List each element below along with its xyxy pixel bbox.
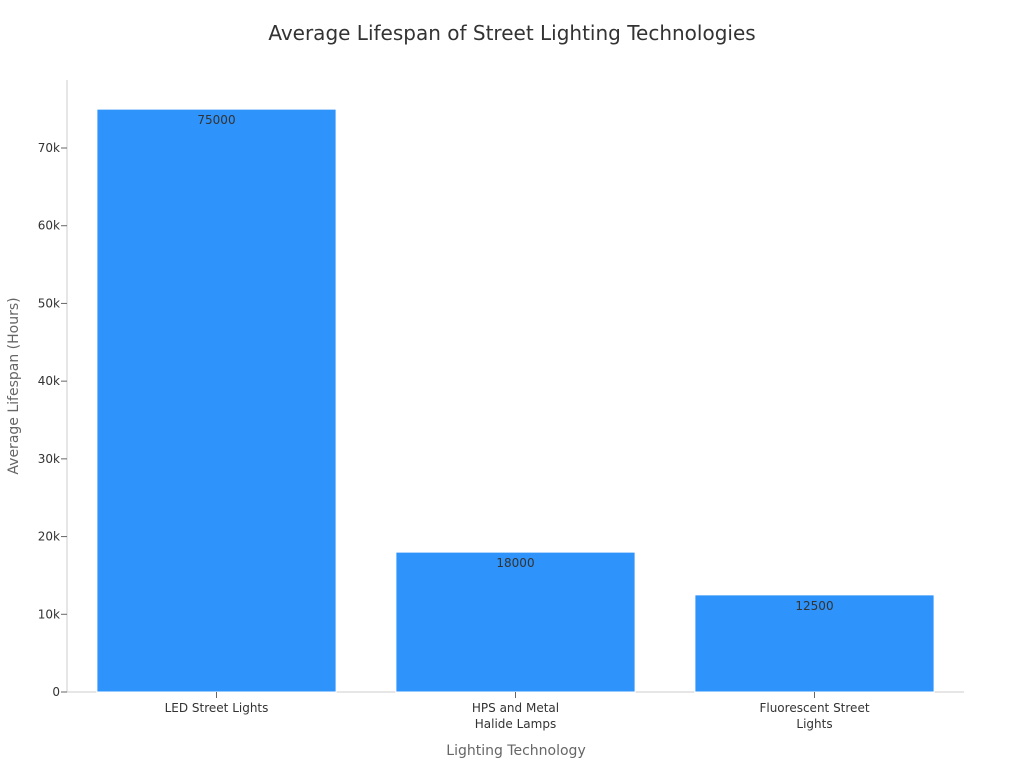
bars: 75000 18000 12500: [96, 108, 935, 693]
y-tick-label: 0: [52, 685, 60, 699]
y-tick-label: 20k: [38, 530, 60, 544]
y-tick-label: 10k: [38, 607, 60, 621]
x-tick-label: Fluorescent Street Lights: [759, 701, 869, 731]
y-tick-label: 60k: [38, 219, 60, 233]
y-tick-label: 30k: [38, 452, 60, 466]
bar: [694, 594, 935, 693]
x-tick-label: LED Street Lights: [165, 701, 269, 715]
x-tick-label-line: Lights: [796, 717, 832, 731]
bar-value-label: 75000: [197, 113, 235, 127]
x-tick-label: HPS and Metal Halide Lamps: [472, 701, 559, 731]
bar: [96, 108, 337, 693]
bar-value-label: 12500: [795, 599, 833, 613]
y-axis-ticks: 0 10k 20k 30k 40k 50k 60k 70k: [38, 141, 67, 699]
y-tick-label: 50k: [38, 296, 60, 310]
x-axis-title: Lighting Technology: [446, 743, 585, 759]
chart-title: Average Lifespan of Street Lighting Tech…: [268, 21, 755, 45]
bar-value-label: 18000: [496, 556, 534, 570]
y-tick-label: 40k: [38, 374, 60, 388]
x-axis-ticks: LED Street Lights HPS and Metal Halide Lam…: [165, 692, 870, 731]
x-tick-label-line: HPS and Metal: [472, 701, 559, 715]
y-tick-label: 70k: [38, 141, 60, 155]
y-axis-title: Average Lifespan (Hours): [6, 297, 22, 474]
x-tick-label-line: Halide Lamps: [475, 717, 556, 731]
x-tick-label-line: Fluorescent Street: [759, 701, 869, 715]
x-tick-label-line: LED Street Lights: [165, 701, 269, 715]
bar: [395, 551, 636, 693]
